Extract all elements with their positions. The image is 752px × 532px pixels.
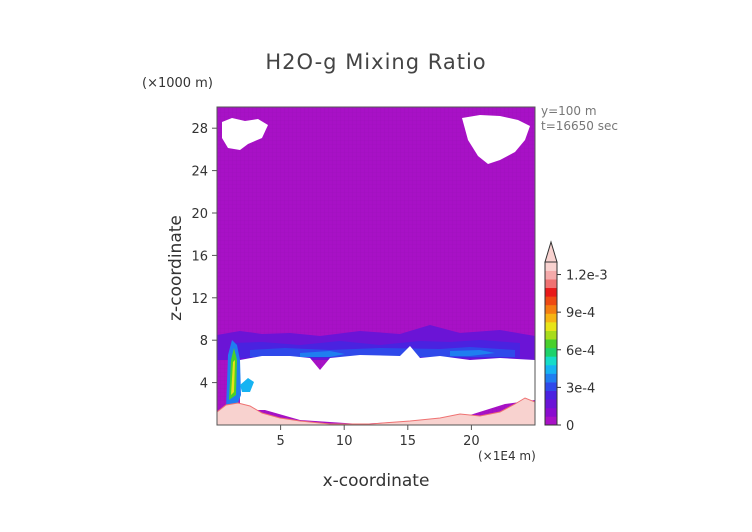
- colorbar-tick-label: 0: [566, 419, 574, 434]
- convective-plume-peak: [231, 360, 235, 395]
- upper-masked-left: [222, 118, 268, 150]
- annotation-time: t=16650 sec: [541, 119, 618, 133]
- y-axis-unit: (×1000 m): [142, 76, 213, 91]
- y-tick-label: 20: [191, 207, 208, 222]
- colorbar-swatch: [545, 399, 557, 409]
- colorbar-swatch: [545, 407, 557, 417]
- x-tick-label: 20: [463, 434, 480, 449]
- x-axis: 5 10 15 20: [276, 425, 480, 449]
- y-tick-label: 16: [191, 249, 208, 264]
- colorbar-tick-label: 6e-4: [566, 344, 595, 359]
- x-axis-label: x-coordinate: [322, 471, 430, 491]
- x-axis-unit: (×1E4 m): [478, 449, 536, 463]
- moist-layer-core: [300, 350, 495, 357]
- y-tick-label: 8: [200, 334, 208, 349]
- x-tick-label: 15: [400, 434, 417, 449]
- x-tick-label: 5: [276, 434, 284, 449]
- colorbar-swatch: [545, 416, 557, 426]
- colorbar-tick-label: 1.2e-3: [566, 269, 608, 284]
- colorbar-swatch: [545, 296, 557, 306]
- colorbar-swatch: [545, 339, 557, 349]
- colorbar-swatch: [545, 304, 557, 314]
- colorbar-tick-label: 9e-4: [566, 306, 595, 321]
- plot-area: [217, 107, 535, 425]
- annotation-y-position: y=100 m: [541, 104, 597, 118]
- colorbar-swatch: [545, 390, 557, 400]
- colorbar-tick-label: 3e-4: [566, 381, 595, 396]
- colorbar-swatch: [545, 364, 557, 374]
- colorbar-swatch: [545, 287, 557, 297]
- colorbar-extend-arrow: [544, 240, 558, 263]
- colorbar-swatch: [545, 322, 557, 331]
- colorbar-swatch: [545, 279, 557, 289]
- side-cell: [240, 378, 254, 392]
- y-tick-label: 24: [191, 165, 208, 180]
- colorbar-swatch: [545, 330, 557, 340]
- colorbar-swatch: [545, 356, 557, 366]
- y-tick-label: 12: [191, 292, 208, 307]
- colorbar-swatch: [545, 347, 557, 357]
- plot-frame: [216, 106, 536, 426]
- colorbar-swatch: [545, 270, 557, 280]
- colorbar-swatch: [545, 313, 557, 323]
- upper-masked-right: [462, 115, 530, 164]
- chart-title: H2O-g Mixing Ratio: [265, 50, 487, 74]
- colorbar-swatch: [545, 382, 557, 391]
- terrain: [217, 397, 535, 425]
- colorbar-frame: [544, 261, 558, 426]
- colorbar-swatch: [545, 373, 557, 383]
- y-tick-label: 28: [191, 122, 208, 137]
- colorbar-swatch: [545, 262, 557, 271]
- y-axis: 4 8 12 16 20 24 28: [191, 122, 217, 392]
- masked-region: [240, 346, 535, 424]
- colorbar: 0 3e-4 6e-4 9e-4 1.2e-3: [544, 240, 608, 434]
- y-tick-label: 4: [200, 377, 208, 392]
- x-tick-label: 10: [336, 434, 353, 449]
